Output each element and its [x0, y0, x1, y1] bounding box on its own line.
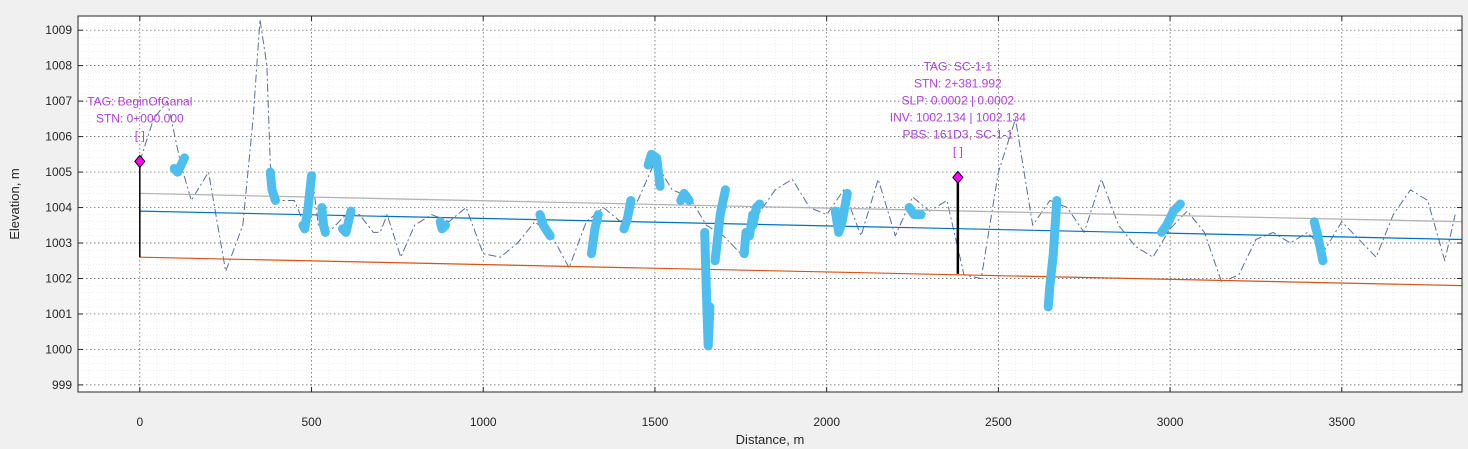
thick-segment: [298, 171, 316, 234]
y-tick-label: 1006: [45, 130, 72, 144]
major-grid: [78, 16, 1462, 392]
x-tick-label: 3000: [1157, 415, 1184, 429]
thick-segment: [700, 227, 715, 351]
thick-segment: [586, 210, 603, 259]
thick-segment: [1157, 199, 1185, 237]
thick-segment: [337, 206, 356, 237]
thick-segment: [1043, 196, 1062, 312]
thick-segment: [435, 217, 450, 234]
series-layer: [139, 19, 1463, 287]
x-tick-label: 2500: [985, 415, 1012, 429]
y-tick-label: 1008: [45, 59, 72, 73]
y-axis-label: Elevation, m: [7, 168, 22, 240]
plot-area: [78, 16, 1462, 392]
marker-annotation-line: PBS: 161D3, SC-1-1: [902, 127, 1013, 141]
thick-segment: [748, 199, 765, 230]
gray-grade-line: [139, 192, 1463, 223]
marker-annotation-line: TAG: SC-1-1: [924, 59, 993, 73]
marker-annotation-line: [ ]: [953, 144, 963, 158]
y-tick-label: 1009: [45, 23, 72, 37]
x-tick-label: 500: [302, 415, 322, 429]
thick-segments-layer: [169, 149, 1328, 351]
thick-segment: [1309, 217, 1328, 266]
marker-annotation-line: STN: 0+000.000: [96, 111, 184, 125]
thick-segment: [643, 149, 665, 191]
thick-segment: [676, 188, 694, 205]
thick-segment: [830, 188, 852, 237]
marker-annotation-line: [ ]: [135, 128, 145, 142]
y-tick-label: 1001: [45, 307, 72, 321]
thick-segment: [317, 203, 330, 237]
thick-segment: [265, 167, 280, 205]
marker-annotation-line: TAG: BeginOfCanal: [87, 94, 192, 108]
thick-segment: [619, 196, 636, 234]
ground-profile-line: [139, 19, 1456, 283]
x-tick-label: 3500: [1328, 415, 1355, 429]
y-tick-label: 999: [52, 378, 72, 392]
x-tick-label: 0: [136, 415, 143, 429]
x-tick-label: 2000: [813, 415, 840, 429]
marker-diamond: [134, 154, 146, 169]
ticks-layer: 0 500 1000 1500 2000 2500 3000 3500 999 1000 1001 1…: [45, 16, 1462, 429]
x-tick-label: 1500: [642, 415, 669, 429]
thick-segment: [169, 153, 189, 177]
thick-segment: [535, 210, 555, 241]
orange-invert-line: [139, 256, 1463, 287]
marker-annotation-line: INV: 1002.134 | 1002.134: [890, 110, 1026, 124]
marker-layer: TAG: BeginOfCanal STN: 0+000.000 [ ] TAG: S…: [87, 59, 1026, 274]
blue-grade-line: [139, 210, 1463, 241]
y-tick-label: 1003: [45, 236, 72, 250]
thick-segment: [904, 203, 926, 220]
thick-segment: [710, 185, 730, 266]
y-tick-label: 1000: [45, 342, 72, 356]
y-tick-label: 1007: [45, 94, 72, 108]
marker-annotation-line: SLP: 0.0002 | 0.0002: [902, 93, 1015, 107]
y-tick-label: 1002: [45, 271, 72, 285]
x-axis-label: Distance, m: [736, 432, 805, 447]
marker-diamond: [952, 170, 964, 185]
plot-frame: [77, 15, 1463, 393]
x-tick-label: 1000: [470, 415, 497, 429]
y-tick-label: 1005: [45, 165, 72, 179]
y-tick-label: 1004: [45, 201, 72, 215]
marker-annotation-line: STN: 2+381.992: [914, 76, 1002, 90]
